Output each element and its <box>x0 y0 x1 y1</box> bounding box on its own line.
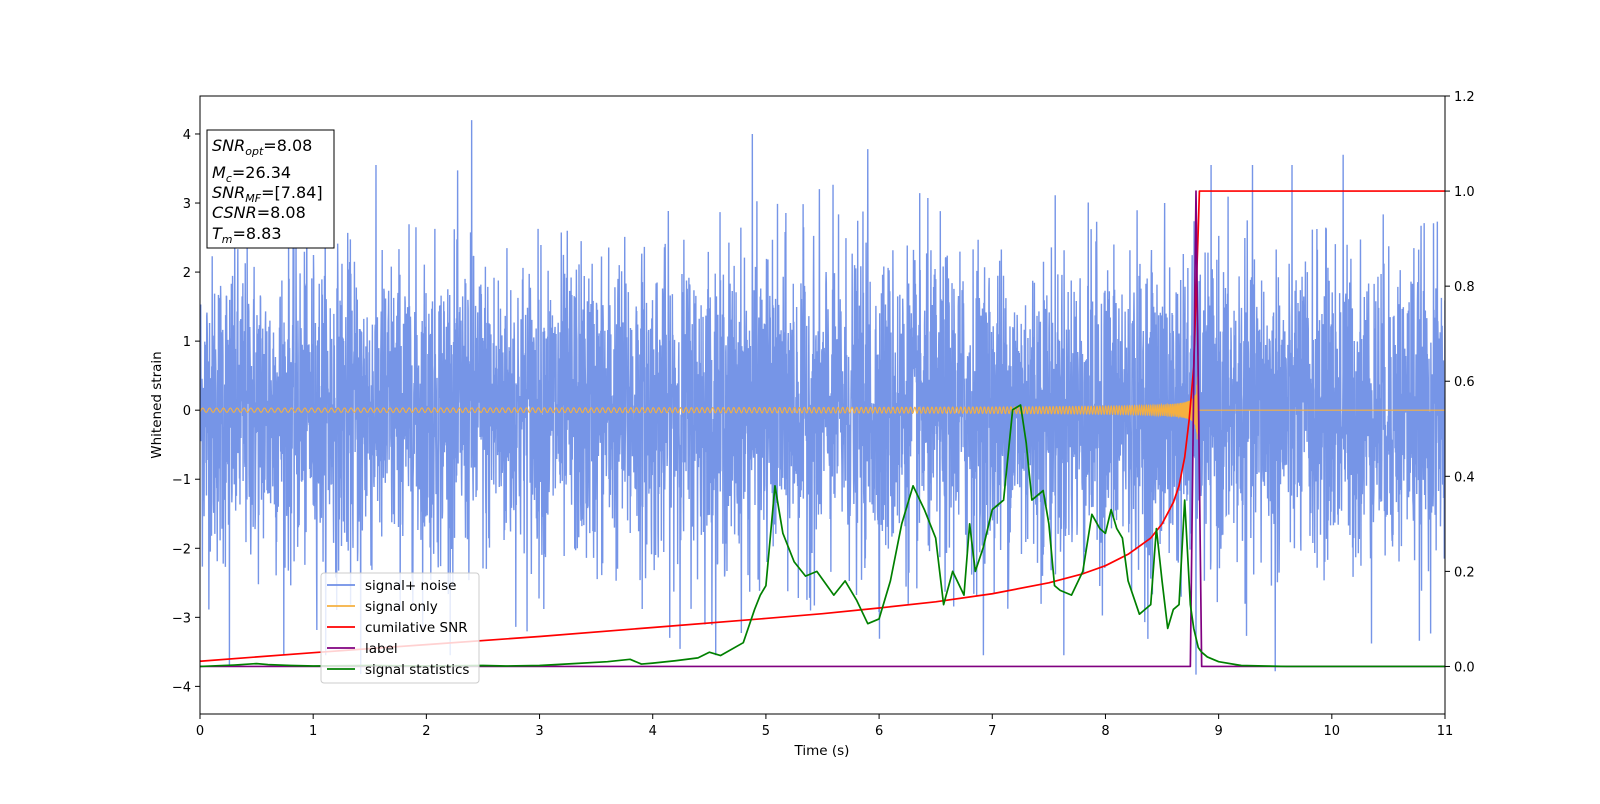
annotation-line: Tm=8.83 <box>212 224 282 246</box>
x-tick-label: 9 <box>1214 724 1222 739</box>
legend-label: signal+ noise <box>365 578 456 594</box>
y-tick-label-left: 2 <box>183 266 191 281</box>
y-tick-label-left: 1 <box>183 335 191 350</box>
y-tick-label-left: −4 <box>172 680 191 695</box>
series-signal-noise <box>200 120 1445 675</box>
x-tick-label: 6 <box>875 724 883 739</box>
y-tick-label-right: 0.0 <box>1454 660 1475 675</box>
annotation-line: Mc=26.34 <box>212 163 291 185</box>
annotation-line: SNRopt=8.08 <box>212 136 312 158</box>
y-tick-label-left: −1 <box>172 473 191 488</box>
y-tick-label-right: 0.4 <box>1454 470 1475 485</box>
y-tick-label-left: −2 <box>172 542 191 557</box>
annotation-line: SNRMF=[7.84] <box>212 183 323 205</box>
annotation-frame <box>206 129 335 249</box>
y-tick-label-left: 0 <box>183 404 191 419</box>
y-tick-label-left: 3 <box>183 197 191 212</box>
x-tick-label: 10 <box>1324 724 1341 739</box>
x-axis-label: Time (s) <box>794 743 850 759</box>
y-axis-right: 0.0 0.2 0.4 0.6 0.8 1.0 1.2 <box>1445 90 1475 675</box>
legend-label: signal statistics <box>365 662 469 678</box>
legend-label: signal only <box>365 599 438 615</box>
legend-frame <box>320 572 480 684</box>
x-tick-label: 8 <box>1101 724 1109 739</box>
annotation-line: CSNR=8.08 <box>212 203 306 222</box>
annotation-box: SNRopt=8.08 Mc=26.34SNRMF=[7.84]CSNR=8.08… <box>206 129 335 249</box>
x-tick-label: 4 <box>649 724 657 739</box>
y-tick-label-left: −3 <box>172 611 191 626</box>
y-axis-left: −4 −3 −2 −1 0 1 2 3 4 <box>172 128 200 695</box>
plot-area <box>200 120 1445 675</box>
y-tick-label-right: 0.6 <box>1454 375 1475 390</box>
x-tick-label: 5 <box>762 724 770 739</box>
y-tick-label-left: 4 <box>183 128 191 143</box>
y-tick-label-right: 1.2 <box>1454 90 1475 105</box>
legend-label: label <box>365 641 398 657</box>
x-axis: 0 1 2 3 4 5 6 7 8 9 10 11 <box>196 714 1453 739</box>
y-tick-label-right: 0.8 <box>1454 280 1475 295</box>
x-tick-label: 0 <box>196 724 204 739</box>
y-tick-label-right: 0.2 <box>1454 565 1475 580</box>
series-signal-statistics <box>200 404 1445 668</box>
x-tick-label: 2 <box>422 724 430 739</box>
x-tick-label: 7 <box>988 724 996 739</box>
plot-frame <box>199 95 1446 715</box>
x-tick-label: 1 <box>309 724 317 739</box>
y-axis-label: Whitened strain <box>149 351 165 458</box>
legend: signal+ noise signal only cumilative SNR la… <box>320 572 480 684</box>
legend-label: cumilative SNR <box>365 620 468 636</box>
x-tick-label: 3 <box>535 724 543 739</box>
series-signal-only <box>200 355 1445 440</box>
x-tick-label: 11 <box>1437 724 1454 739</box>
y-tick-label-right: 1.0 <box>1454 185 1475 200</box>
